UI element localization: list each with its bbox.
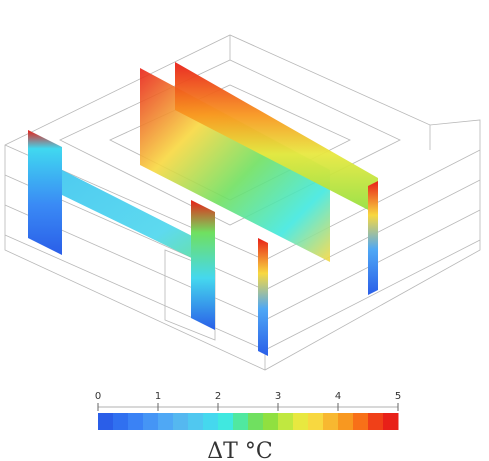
slice <box>28 130 62 255</box>
colorbar-segment <box>353 413 369 430</box>
colorbar-segment <box>368 413 384 430</box>
colorbar-segment <box>338 413 354 430</box>
colorbar-segment <box>128 413 144 430</box>
slice <box>368 181 378 295</box>
tick-label: 1 <box>155 391 161 402</box>
colorbar-segment <box>143 413 159 430</box>
colorbar-segment <box>203 413 219 430</box>
slice <box>140 68 330 262</box>
colorbar-segment <box>278 413 294 430</box>
colorbar-segment <box>293 413 309 430</box>
colorbar-segment <box>158 413 174 430</box>
slice <box>62 170 200 262</box>
colorbar-label: ΔT °C <box>207 439 272 461</box>
tick-label: 0 <box>95 391 101 402</box>
colorbar: 0 1 2 3 4 5 <box>95 391 401 430</box>
tick-label: 2 <box>215 391 221 402</box>
tick-label: 5 <box>395 391 401 402</box>
colorbar-segment <box>383 413 399 430</box>
temperature-slices <box>28 62 378 356</box>
colorbar-segment <box>323 413 339 430</box>
colorbar-segment <box>233 413 249 430</box>
slice <box>175 62 378 215</box>
colorbar-segment <box>263 413 279 430</box>
colorbar-segment <box>113 413 129 430</box>
tick-label: 3 <box>275 391 281 402</box>
slice <box>258 238 268 356</box>
tick-label: 4 <box>335 391 341 402</box>
slice <box>191 200 215 330</box>
colorbar-segment <box>188 413 204 430</box>
colorbar-segment <box>218 413 234 430</box>
colorbar-segment <box>98 413 114 430</box>
colorbar-segment <box>248 413 264 430</box>
colorbar-segment <box>308 413 324 430</box>
colorbar-segment <box>173 413 189 430</box>
